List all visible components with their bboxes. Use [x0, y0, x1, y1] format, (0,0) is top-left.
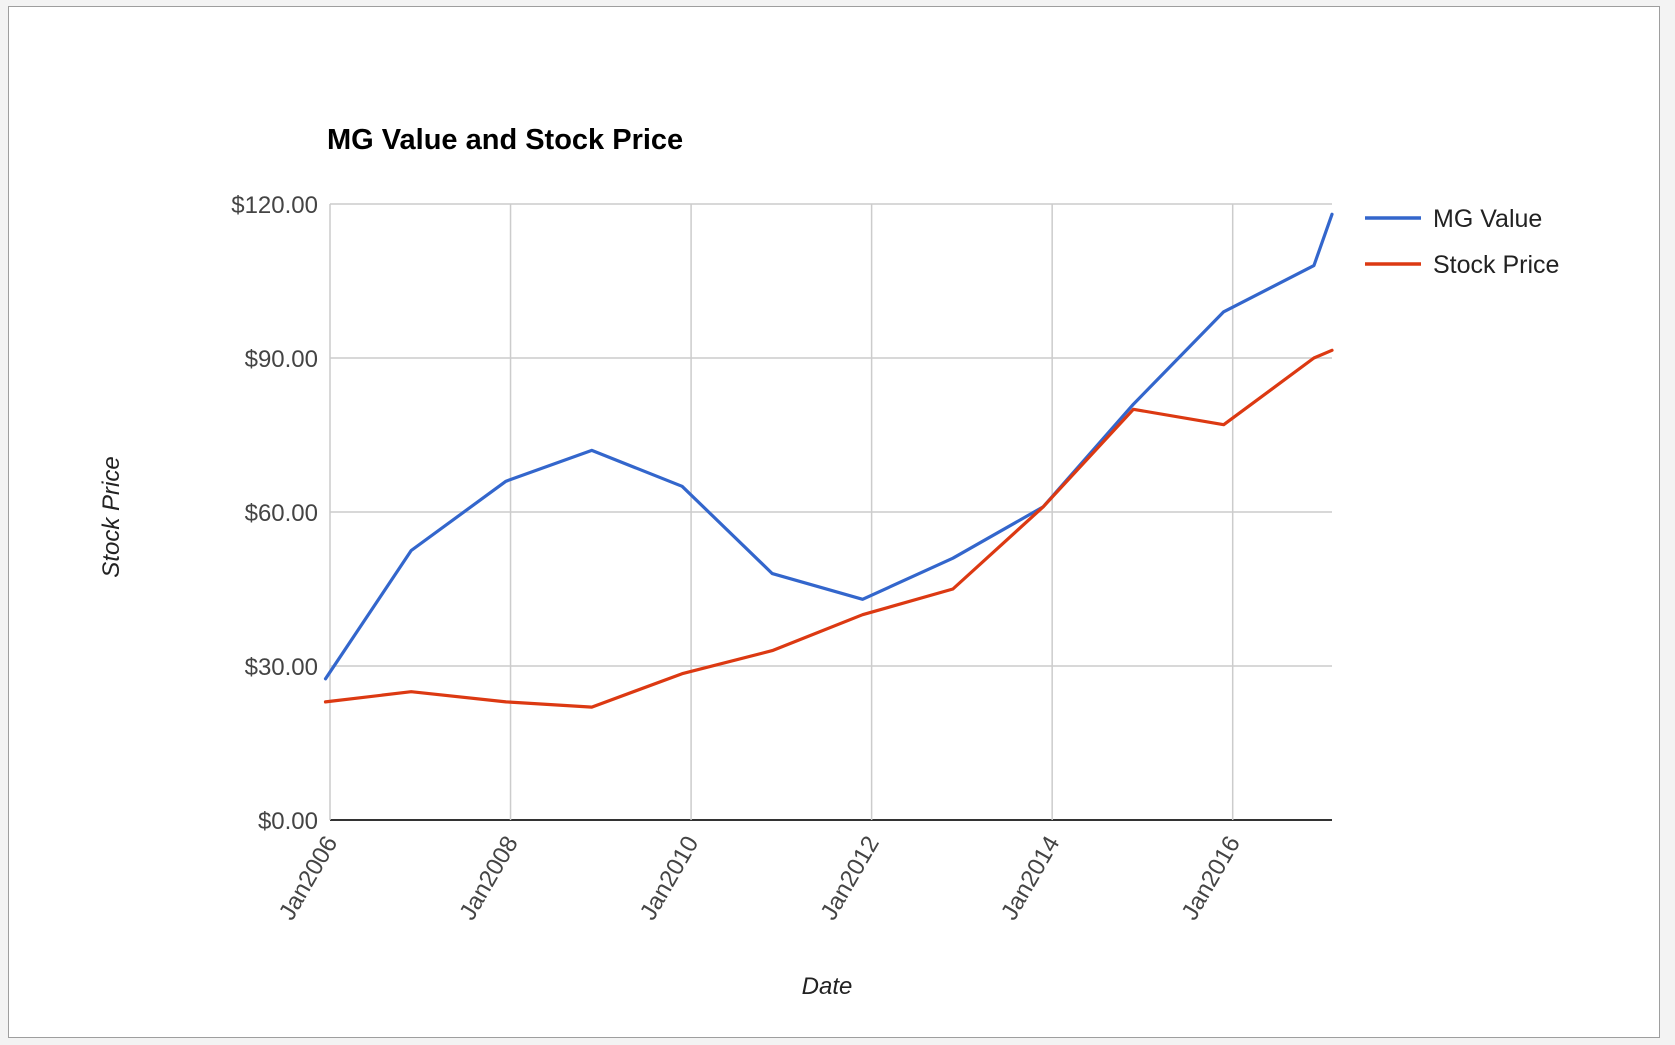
x-tick-label: Jan2014: [996, 832, 1065, 925]
line-chart: MG Value and Stock Price $0.00 $30.00 $60.…: [98, 124, 1559, 1000]
y-tick-label: $0.00: [258, 808, 318, 835]
x-tick-label: Jan2010: [635, 832, 704, 925]
x-tick-label: Jan2006: [274, 832, 343, 925]
y-axis-title: Stock Price: [98, 456, 125, 577]
x-axis-title: Date: [802, 973, 853, 1000]
x-tick-label: Jan2012: [815, 832, 884, 925]
x-axis-labels: Jan2006 Jan2008 Jan2010 Jan2012 Jan2014 Jan20…: [274, 832, 1246, 925]
y-tick-label: $60.00: [245, 500, 318, 527]
x-tick-label: Jan2008: [454, 832, 523, 925]
chart-container[interactable]: MG Value and Stock Price $0.00 $30.00 $60.…: [8, 6, 1660, 1038]
series-line-stock-price[interactable]: [323, 348, 1334, 709]
y-axis-labels: $0.00 $30.00 $60.00 $90.00 $120.00: [231, 192, 318, 835]
gridlines: [329, 203, 1332, 821]
y-tick-label: $90.00: [245, 346, 318, 373]
series-lines: [323, 212, 1334, 709]
y-tick-label: $30.00: [245, 654, 318, 681]
legend-label[interactable]: Stock Price: [1433, 251, 1559, 279]
x-tick-label: Jan2016: [1176, 832, 1245, 925]
legend: MG Value Stock Price: [1365, 205, 1559, 279]
legend-label[interactable]: MG Value: [1433, 205, 1542, 233]
chart-title: MG Value and Stock Price: [327, 124, 683, 156]
series-line-mg-value[interactable]: [323, 212, 1334, 681]
y-tick-label: $120.00: [231, 192, 318, 219]
